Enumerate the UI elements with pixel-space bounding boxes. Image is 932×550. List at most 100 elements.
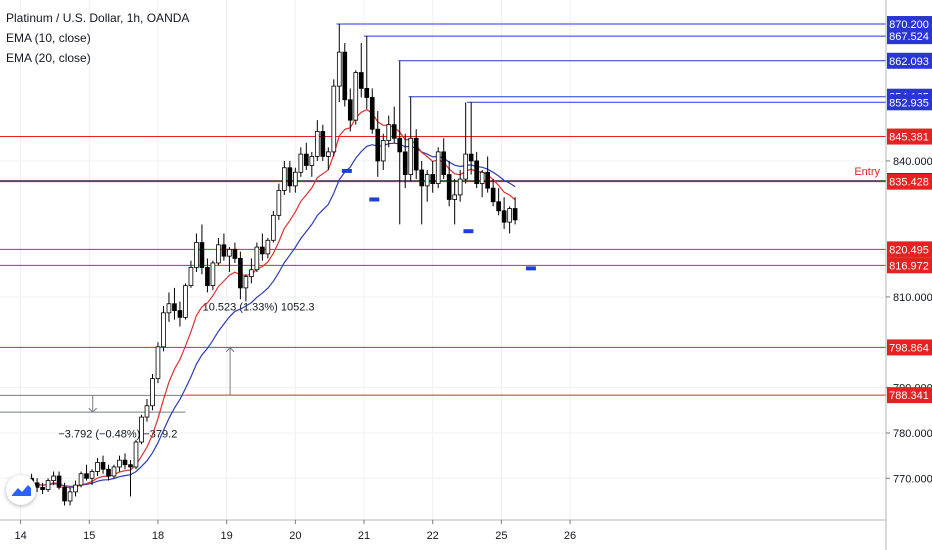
candle-body [353, 72, 359, 121]
candle-body [507, 208, 512, 223]
candle-body [194, 242, 199, 268]
candle-body [100, 462, 106, 470]
price-level-badge-label: 788.341 [889, 390, 929, 402]
candle-body [40, 486, 45, 491]
candle-body [117, 459, 122, 468]
candle-body [501, 210, 507, 223]
measure-label: −3.792 (−0.48%) −379.2 [58, 428, 177, 440]
candle-body [78, 473, 84, 486]
price-level-badge [887, 173, 932, 190]
price-level-badge [887, 257, 932, 274]
ema20-line [20, 142, 516, 487]
candle-body [155, 346, 161, 379]
price-level-badge-label: 845.381 [889, 132, 929, 144]
candle-body [232, 248, 238, 259]
candle-body [512, 208, 518, 221]
candle-body [408, 137, 414, 175]
candle-body [183, 285, 188, 318]
candle-body [62, 486, 67, 502]
measure-tools: 10.523 (1.33%) 1052.3 −3.792 (−0.48%) −37… [0, 302, 315, 440]
time-tick-label: 20 [289, 530, 301, 542]
candle-body [485, 171, 490, 189]
time-tick-label: 22 [427, 530, 439, 542]
price-level-badge [887, 16, 932, 33]
candle-body [391, 124, 397, 139]
candle-body [380, 140, 386, 162]
swing-marker [463, 229, 474, 234]
candle-body [111, 466, 117, 477]
candle-body [358, 72, 364, 89]
swing-marker [369, 197, 380, 202]
candle-body [320, 131, 326, 157]
candle-body [490, 187, 496, 203]
candle-body [56, 475, 62, 488]
price-tick-label: 810.000 [893, 292, 932, 304]
candle-body [166, 303, 172, 314]
price-level-badge [887, 387, 932, 404]
candle-body [419, 169, 425, 187]
candle-body [238, 258, 243, 289]
candle-body [276, 190, 282, 216]
horizontal-levels: Entry [0, 23, 886, 396]
candle-body [216, 244, 221, 264]
legend-symbol[interactable]: Platinum / U.S. Dollar, 1h, OANDA [6, 11, 190, 25]
candle-body [133, 441, 139, 468]
price-level-badge [887, 94, 932, 111]
candle-body [260, 246, 265, 255]
candle-body [402, 151, 408, 175]
price-level-badge-label: 816.972 [889, 260, 929, 272]
candle-body [331, 85, 337, 153]
legend-ema20[interactable]: EMA (20, close) [6, 51, 91, 65]
price-level-badge [887, 241, 932, 258]
candle-body [293, 171, 298, 187]
candle-body [303, 153, 309, 166]
swing-marker [341, 168, 352, 173]
candle-body [364, 88, 370, 98]
candle-body [161, 312, 166, 348]
candle-body [106, 468, 111, 477]
price-level-badge-label: 867.524 [889, 31, 929, 43]
time-tick-label: 15 [83, 530, 95, 542]
candle-body [342, 51, 348, 101]
candle-body [347, 99, 353, 121]
price-axis[interactable]: 770.000780.000790.000810.000840.000870.2… [885, 0, 932, 550]
candle-body [287, 167, 293, 187]
candle-body [210, 262, 216, 287]
candle-body [282, 167, 287, 191]
tradingview-logo[interactable] [6, 475, 36, 505]
price-tick-label: 840.000 [893, 156, 932, 168]
candle-body [249, 269, 254, 277]
candle-body [474, 160, 479, 185]
candle-body [139, 416, 144, 443]
ema20-series [20, 142, 516, 487]
candle-body [325, 151, 331, 157]
candle-body [309, 156, 315, 166]
candle-body [314, 131, 320, 157]
time-tick-label: 18 [152, 530, 164, 542]
price-level-badge-label: 798.864 [889, 342, 929, 354]
candle-body [413, 137, 419, 171]
candle-body [369, 97, 375, 130]
price-tick-label: 770.000 [893, 473, 932, 485]
candle-body [84, 473, 89, 479]
candle-body [177, 310, 183, 318]
candle-body [150, 378, 155, 407]
time-tick-label: 19 [221, 530, 233, 542]
chart-legend: Platinum / U.S. Dollar, 1h, OANDA EMA (1… [6, 8, 189, 68]
candle-body [424, 174, 430, 187]
candle-body [441, 151, 447, 175]
legend-ema10[interactable]: EMA (10, close) [6, 31, 91, 45]
candle-body [128, 464, 133, 468]
candle-body [221, 244, 227, 257]
time-axis[interactable]: 14 15 18 19 20 21 22 25 26 [0, 519, 886, 542]
candle-body [496, 201, 501, 212]
time-tick-label: 21 [358, 530, 370, 542]
candle-body [243, 276, 249, 289]
candle-body [144, 405, 150, 418]
price-level-badge [887, 128, 932, 145]
candle-body [95, 462, 100, 472]
price-level-badge-label: 820.495 [889, 244, 929, 256]
candle-body [172, 303, 177, 311]
candle-body [89, 471, 95, 479]
